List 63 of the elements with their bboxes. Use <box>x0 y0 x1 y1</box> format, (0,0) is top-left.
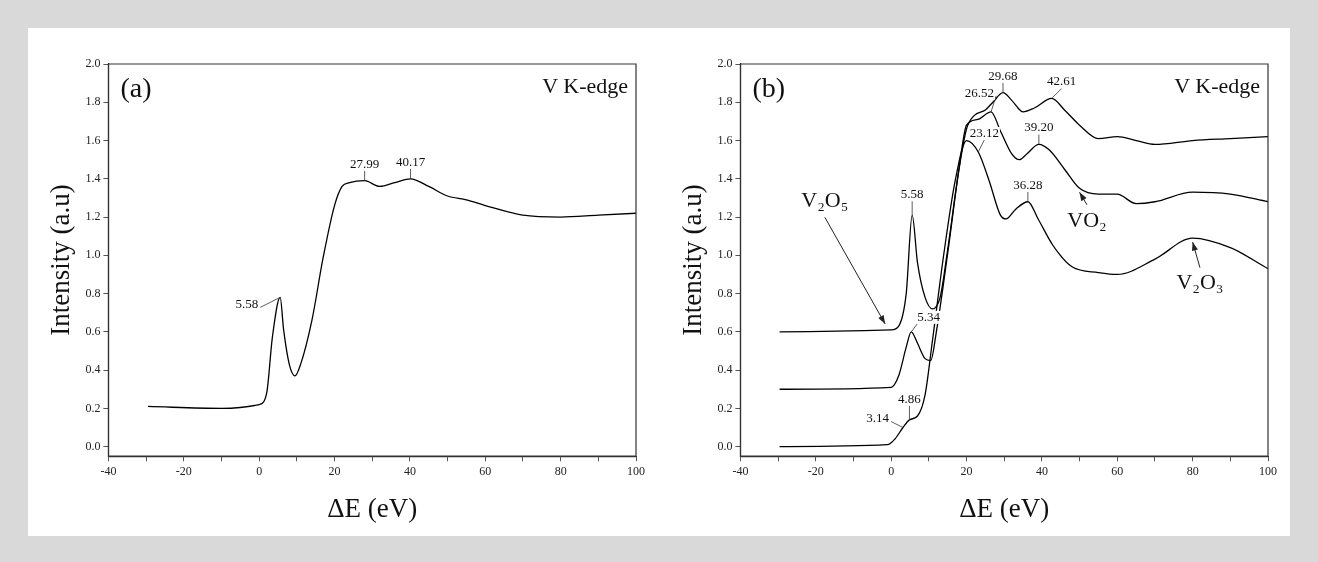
y-tick-label: 0.2 <box>717 400 733 415</box>
x-tick-label: 80 <box>554 463 567 478</box>
y-tick-label: 0.6 <box>85 324 101 338</box>
y-tick-label: 1.6 <box>85 132 101 147</box>
annotation: 4.86 <box>898 390 922 406</box>
y-tick-label: 0.0 <box>85 438 101 453</box>
annotation: 27.99 <box>350 155 380 171</box>
x-tick-label: 60 <box>479 463 492 478</box>
annotation: 40.17 <box>395 153 426 169</box>
annotation: 5.58 <box>900 186 924 202</box>
y-tick-label: 0.4 <box>85 362 101 377</box>
y-tick-label: 1.0 <box>717 247 733 262</box>
annotation: V K-edge <box>1174 72 1260 98</box>
annotation: 3.14 <box>866 410 890 426</box>
text: V₂O₅ <box>801 187 849 213</box>
y-tick-label: 0.6 <box>717 324 733 338</box>
annotation: 29.68 <box>988 67 1018 83</box>
annotation: 26.52 <box>964 84 995 100</box>
x-tick-label: 100 <box>627 463 645 478</box>
x-tick-label: -20 <box>175 463 192 478</box>
y-tick-label: 1.4 <box>85 170 101 185</box>
x-axis-title: ΔE (eV) <box>327 492 418 523</box>
annotation: 42.61 <box>1047 73 1077 89</box>
annotation: 5.58 <box>235 296 259 312</box>
y-tick-label: 1.2 <box>85 209 101 224</box>
x-tick-label: -20 <box>807 463 824 478</box>
y-tick-label: 0.0 <box>717 438 733 453</box>
series-label: VO₂ <box>1067 206 1107 232</box>
y-tick-label: 0.4 <box>717 362 733 377</box>
y-axis-title: Intensity (a.u) <box>45 184 76 336</box>
y-tick-label: 1.8 <box>85 94 101 109</box>
y-tick-label: 0.2 <box>85 400 101 415</box>
y-tick-label: 2.0 <box>717 56 733 71</box>
x-axis-title: ΔE (eV) <box>959 492 1050 523</box>
x-tick-label: 20 <box>328 463 341 478</box>
y-tick-label: 1.2 <box>717 209 733 224</box>
x-tick-label: 40 <box>1035 463 1048 478</box>
chart-title: (a) <box>120 72 152 104</box>
x-tick-label: 100 <box>1259 463 1277 478</box>
x-tick-label: 80 <box>1186 463 1199 478</box>
x-tick-label: 0 <box>256 463 263 478</box>
y-tick-label: 1.4 <box>717 170 733 185</box>
y-tick-label: 1.8 <box>717 94 733 109</box>
x-tick-label: 0 <box>888 463 895 478</box>
line-series <box>147 178 636 410</box>
x-tick-label: -40 <box>732 463 749 478</box>
x-tick-label: -40 <box>100 463 117 478</box>
y-axis-title: Intensity (a.u) <box>677 184 708 336</box>
x-tick-label: 60 <box>1111 463 1124 478</box>
series-label: V₂O₃ <box>1176 269 1224 295</box>
annotation: 5.34 <box>917 308 941 324</box>
y-tick-label: 0.8 <box>85 285 101 300</box>
annotation: 39.20 <box>1024 119 1054 135</box>
y-tick-label: 1.6 <box>717 132 733 147</box>
y-tick-label: 2.0 <box>85 56 101 71</box>
y-tick-label: 0.8 <box>717 285 733 300</box>
annotation: V K-edge <box>542 72 628 98</box>
chart-title: (b) <box>752 72 786 104</box>
annotation: 36.28 <box>1013 176 1043 192</box>
annotation: 23.12 <box>969 124 999 140</box>
y-tick-label: 1.0 <box>85 247 101 262</box>
x-tick-label: 20 <box>960 463 973 478</box>
x-tick-label: 40 <box>403 463 416 478</box>
